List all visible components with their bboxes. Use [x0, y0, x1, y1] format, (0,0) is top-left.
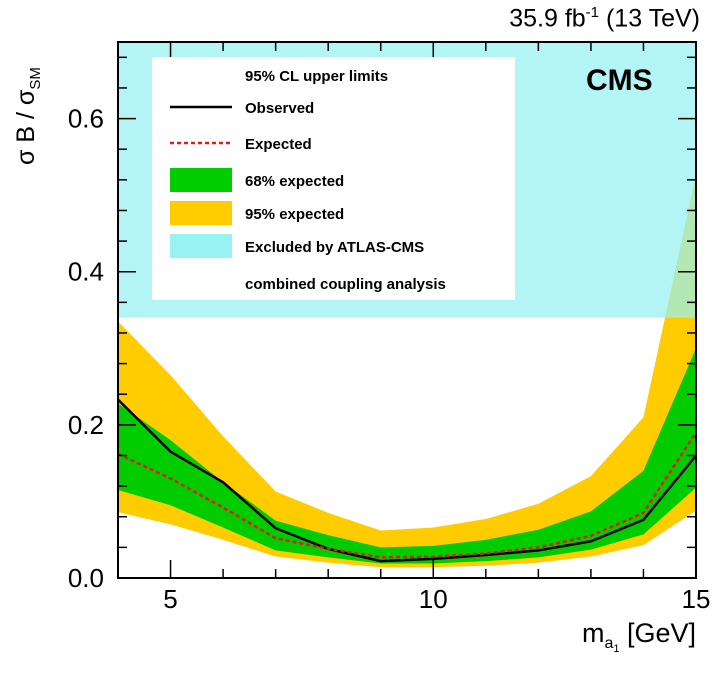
x-tick-label: 10: [419, 584, 448, 614]
y-tick-label: 0.2: [68, 410, 104, 440]
legend-68-swatch: [170, 168, 232, 192]
series-line-expected: [118, 431, 696, 559]
series-line-observed: [118, 398, 696, 563]
legend-excluded-label-line2: combined coupling analysis: [245, 276, 446, 293]
x-axis-label: ma1 [GeV]: [581, 618, 696, 656]
legend-title: 95% CL upper limits: [245, 68, 388, 85]
cms-label: CMS: [586, 64, 653, 97]
y-tick-label: 0.4: [68, 257, 104, 287]
legend-95-swatch: [170, 201, 232, 225]
legend-68-label: 68% expected: [245, 173, 344, 190]
legend: 95% CL upper limits Observed Expected 68…: [152, 57, 515, 300]
axis-ticks: 5 10 15 0.0 0.2 0.4 0.6: [68, 42, 711, 614]
luminosity-label: 35.9 fb-1 (13 TeV): [509, 4, 700, 33]
y-tick-label: 0.6: [68, 104, 104, 134]
plot-frame: [117, 41, 697, 579]
y-axis-label: σ B / σSM: [12, 67, 44, 165]
legend-95-label: 95% expected: [245, 206, 344, 223]
legend-excluded-swatch: [170, 234, 232, 258]
legend-expected-label: Expected: [245, 136, 312, 153]
legend-excluded-label: Excluded by ATLAS-CMS: [245, 239, 424, 256]
y-tick-label: 0.0: [68, 563, 104, 593]
x-tick-label: 15: [682, 584, 711, 614]
x-tick-label: 5: [163, 584, 177, 614]
legend-observed-label: Observed: [245, 100, 314, 117]
